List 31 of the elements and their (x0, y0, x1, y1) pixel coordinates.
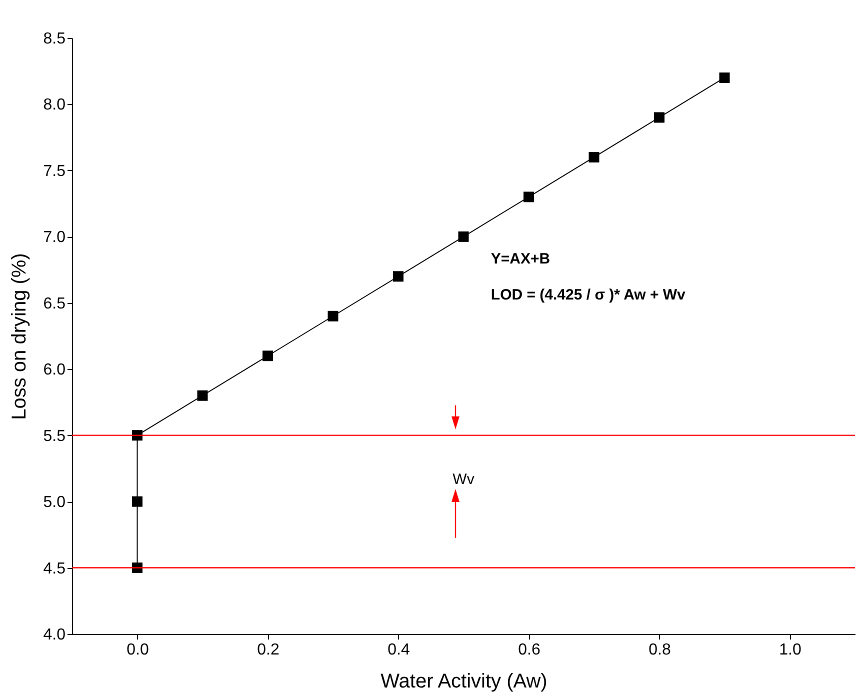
x-tick-label: 0.6 (518, 642, 540, 658)
x-tick-label: 0.0 (126, 642, 149, 658)
annotation: LOD = (4.425 / σ )* Aw + Wv (490, 286, 686, 304)
y-tick-label: 4.5 (43, 560, 66, 578)
y-tick-label: 8.0 (43, 96, 66, 114)
point (328, 310, 338, 322)
y-tick-label: 8.5 (43, 30, 66, 48)
y-tick-label: 5.0 (43, 494, 66, 512)
point (393, 271, 404, 282)
point (458, 231, 469, 242)
x-tick-label: 0.8 (648, 642, 671, 658)
y-tick-label: 6.0 (43, 362, 66, 379)
point (719, 72, 730, 83)
y-tick-label: 4.0 (43, 626, 66, 644)
point (132, 496, 142, 507)
annotation: Y=AX+B (490, 250, 550, 268)
point (524, 192, 534, 202)
y-tick-label: 5.5 (43, 428, 66, 445)
y-tick-label: 7.5 (43, 162, 66, 180)
x-axis-title: Water Activity (Aw) (380, 670, 548, 692)
x-tick-label: 1.0 (779, 642, 802, 658)
point (588, 152, 600, 162)
point (654, 112, 664, 123)
x-tick-label: 0.2 (257, 642, 280, 658)
y-axis-title: Loss on drying (%) (8, 253, 30, 420)
x-tick-label: 0.4 (388, 642, 410, 658)
y-tick-label: 6.5 (43, 295, 66, 312)
y-tick-label: 7.0 (43, 229, 66, 246)
point (197, 390, 208, 401)
point (262, 350, 273, 362)
annotation: Wv (452, 471, 475, 488)
